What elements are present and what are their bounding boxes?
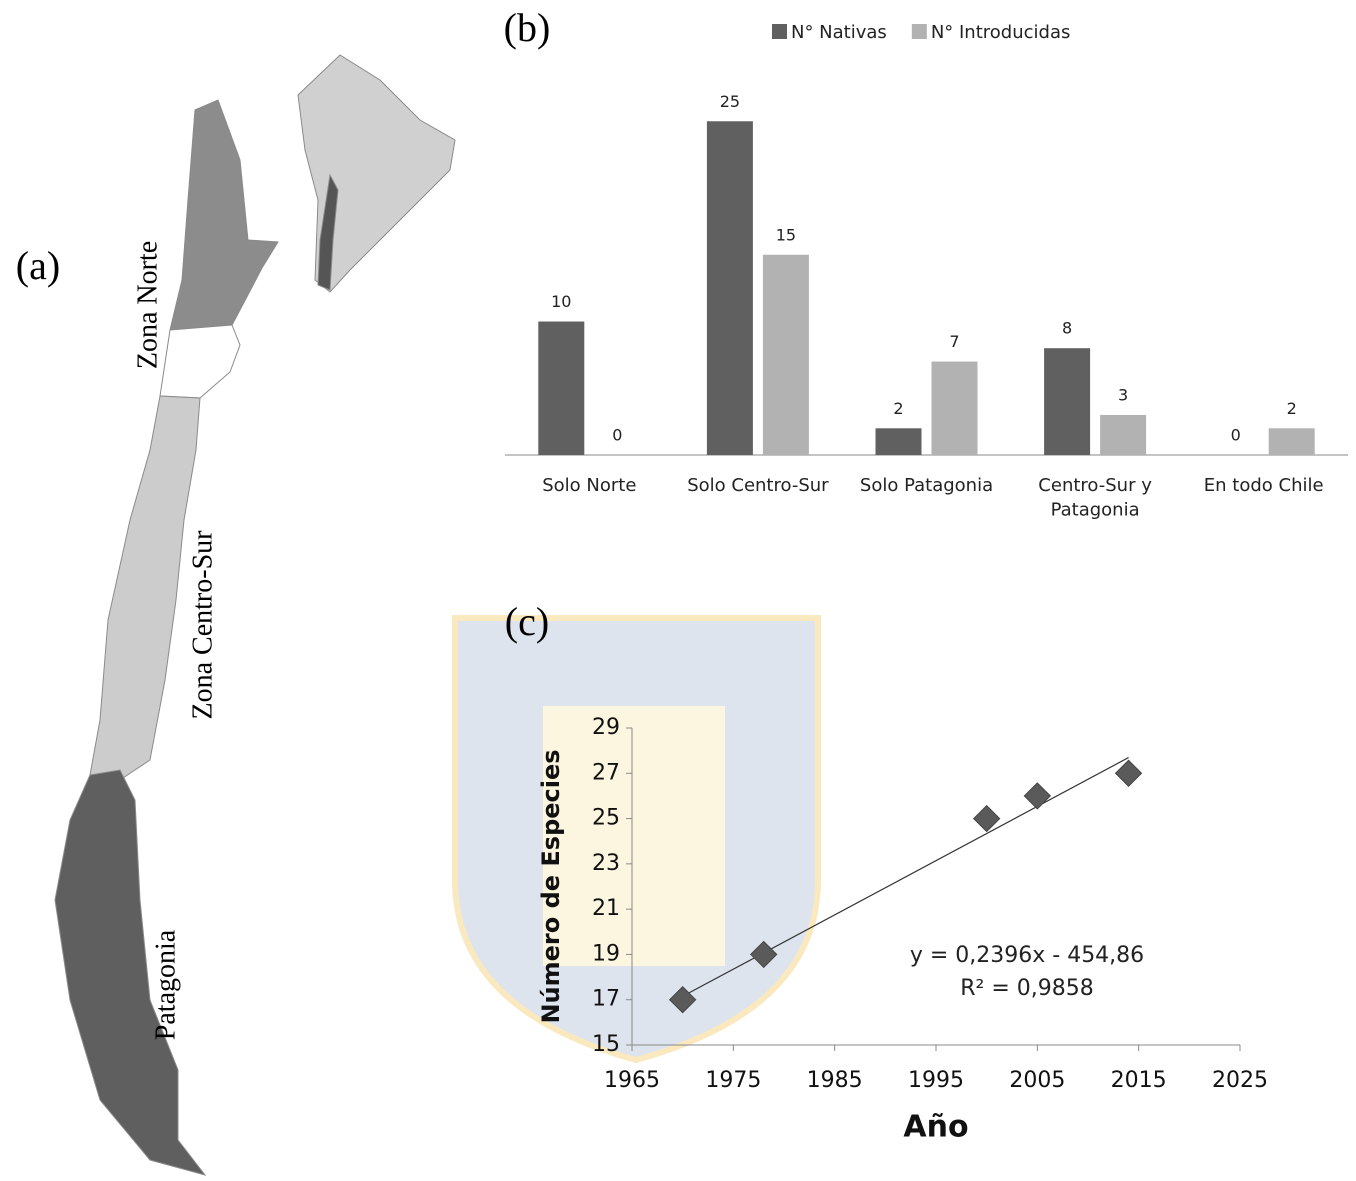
x-tick-label: Solo Patagonia [860, 475, 993, 496]
south-america [297, 54, 456, 293]
y-axis-title: Número de Especies [537, 749, 565, 1023]
value-label: 25 [720, 92, 740, 111]
bar [875, 428, 922, 455]
bar [538, 321, 585, 455]
point [668, 986, 697, 1014]
zona-norte [169, 99, 279, 331]
x-tick-label: Solo Norte [542, 475, 636, 496]
chile-inset [317, 173, 339, 291]
bar [762, 254, 809, 455]
bar [1268, 428, 1315, 455]
legend-swatch [772, 24, 787, 39]
bar [931, 361, 978, 455]
bar [706, 121, 753, 455]
value-label: 10 [551, 292, 571, 311]
zone-label: Zona Centro-Sur [187, 530, 218, 720]
x-tick-label: 2005 [1009, 1068, 1065, 1093]
legend-swatch [911, 24, 927, 39]
x-tick-label: 1995 [908, 1068, 964, 1093]
bar [1100, 414, 1147, 455]
x-tick-label: 2015 [1111, 1068, 1167, 1093]
y-tick-label: 19 [592, 941, 620, 966]
zona-centro-sur [89, 395, 201, 781]
value-label: 0 [1231, 426, 1241, 445]
zone-label: Zona Norte [132, 241, 163, 369]
panel-label: (a) [16, 243, 60, 288]
y-tick-label: 17 [592, 987, 620, 1012]
bar [1044, 348, 1091, 455]
point [972, 804, 1001, 833]
value-label: 3 [1118, 385, 1128, 404]
annotation: y = 0,2396x - 454,86 [910, 943, 1144, 968]
y-tick-label: 21 [592, 896, 620, 921]
zone-label: Patagonia [150, 929, 181, 1040]
value-label: 2 [893, 399, 903, 418]
panel-label: (b) [504, 5, 551, 50]
value-label: 7 [949, 332, 959, 351]
point [1023, 782, 1052, 810]
x-tick-label: 1975 [705, 1068, 761, 1093]
y-tick-label: 23 [592, 851, 620, 876]
x-tick-label: 1965 [604, 1068, 660, 1093]
y-tick-label: 29 [592, 715, 620, 740]
legend-label: N° Introducidas [931, 22, 1071, 43]
zona-intermedia [159, 324, 241, 399]
x-tick-label: 1985 [807, 1068, 863, 1093]
value-label: 15 [776, 225, 796, 244]
value-label: 2 [1287, 399, 1297, 418]
value-label: 8 [1062, 319, 1072, 338]
x-tick-label: Centro-Sur y Patagonia [1038, 475, 1152, 520]
y-tick-label: 25 [592, 806, 620, 831]
value-label: 0 [612, 426, 622, 445]
panel-label: (c) [505, 599, 549, 644]
y-tick-label: 27 [592, 760, 620, 785]
point [750, 940, 778, 969]
x-axis-title: Año [903, 1110, 968, 1145]
x-tick-label: Solo Centro-Sur [687, 475, 829, 496]
y-tick-label: 15 [592, 1032, 620, 1057]
zona-patagonia [54, 769, 207, 1176]
annotation: R² = 0,9858 [960, 976, 1094, 1001]
watermark [452, 615, 821, 1064]
x-tick-label: 2025 [1212, 1068, 1268, 1093]
legend-label: N° Nativas [791, 22, 887, 43]
point [1114, 759, 1143, 787]
x-tick-label: En todo Chile [1204, 475, 1324, 496]
map [54, 54, 456, 1176]
